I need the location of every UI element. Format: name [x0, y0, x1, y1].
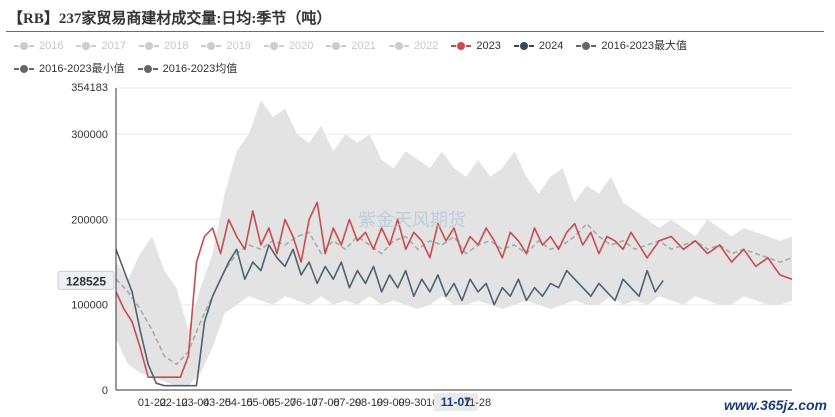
title-divider	[6, 31, 824, 32]
series-lines	[115, 201, 793, 387]
x-tick-label-8: 07-08	[312, 397, 340, 409]
legend-item-6[interactable]: 2022	[388, 36, 439, 56]
legend-marker-icon	[138, 40, 159, 52]
y-tick-label-2: 200000	[71, 214, 108, 226]
legend-label: 2016-2023均值	[162, 63, 238, 75]
legend-label: 2024	[538, 40, 564, 52]
range-band	[116, 100, 792, 386]
x-tick-label-6: 05-27	[268, 397, 296, 409]
y-max-label: 354183	[71, 82, 108, 94]
legend-marker-icon	[76, 40, 97, 52]
legend-marker-icon	[513, 40, 534, 52]
x-tick-label-10: 08-19	[355, 397, 383, 409]
legend-item-9[interactable]: 2016-2023最大值	[576, 36, 687, 56]
y-tick-label-0: 0	[102, 385, 108, 397]
watermark-text: 紫金天风期货	[358, 210, 466, 230]
legend-marker-icon	[326, 40, 347, 52]
x-tick-label-4: 04-15	[225, 397, 253, 409]
legend-item-8[interactable]: 2024	[513, 36, 564, 56]
legend-label: 2022	[413, 40, 439, 52]
y-tick-label-1: 100000	[71, 300, 108, 312]
legend-label: 2016-2023最小值	[39, 63, 125, 75]
axes: 0 100000 200000 300000 354183 01-2202-1203-04…	[57, 82, 792, 411]
x-highlight-box	[433, 393, 478, 411]
legend-label: 2018	[163, 40, 189, 52]
legend-item-1[interactable]: 2017	[76, 36, 126, 56]
legend-item-2[interactable]: 2018	[138, 36, 189, 56]
legend-item-11[interactable]: 2016-2023均值	[137, 59, 238, 79]
x-tick-label-15: 11-28	[464, 397, 491, 409]
legend-item-10[interactable]: 2016-2023最小值	[14, 59, 125, 79]
current-value-box	[57, 270, 115, 290]
x-tick-label-0: 01-22	[138, 397, 166, 409]
legend-label: 2020	[288, 40, 314, 52]
legend-item-7[interactable]: 2023	[451, 36, 501, 56]
x-tick-label-1: 02-12	[160, 397, 188, 409]
y-tick-label-3: 300000	[71, 129, 108, 141]
series-line-mean	[115, 222, 793, 366]
series-line-2023	[115, 201, 793, 378]
x-tick-label-12: 09-30	[398, 397, 426, 409]
legend-marker-icon	[576, 40, 597, 52]
legend-marker-icon	[14, 63, 34, 75]
legend-marker-icon	[388, 40, 409, 52]
legend-marker-icon	[451, 40, 472, 52]
chart-legend: 2016 2017 2018 2019 2020 2021 2022 2023 2024 2016…	[14, 36, 814, 82]
legend-label: 2019	[226, 40, 251, 52]
legend-marker-icon	[263, 40, 284, 52]
x-tick-label-2: 03-04	[181, 397, 209, 409]
legend-item-4[interactable]: 2020	[263, 36, 314, 56]
x-tick-label-11: 09-09	[377, 397, 405, 409]
legend-label: 2017	[101, 40, 126, 52]
x-tick-label-14: 11-07	[441, 395, 471, 409]
legend-marker-icon	[14, 40, 34, 52]
legend-marker-icon	[201, 40, 222, 52]
legend-label: 2023	[476, 40, 501, 52]
legend-label: 2021	[351, 40, 376, 52]
chart-title: 【RB】237家贸易商建材成交量:日均:季节（吨）	[8, 11, 332, 27]
x-tick-label-7: 06-17	[290, 397, 318, 409]
x-tick-label-5: 05-06	[246, 397, 274, 409]
x-tick-label-3: 03-25	[203, 397, 231, 409]
legend-item-5[interactable]: 2021	[326, 36, 376, 56]
legend-label: 2016-2023最大值	[601, 40, 687, 52]
legend-marker-icon	[137, 63, 158, 75]
legend-item-0[interactable]: 2016	[14, 36, 63, 56]
legend-item-3[interactable]: 2019	[201, 36, 251, 56]
x-tick-label-9: 07-29	[333, 397, 361, 409]
max-min-band	[116, 100, 792, 386]
legend-label: 2016	[39, 40, 64, 52]
site-watermark: www.365jz.com	[724, 397, 827, 413]
current-value-label: 128525	[66, 274, 106, 288]
series-line-2024	[115, 244, 664, 387]
